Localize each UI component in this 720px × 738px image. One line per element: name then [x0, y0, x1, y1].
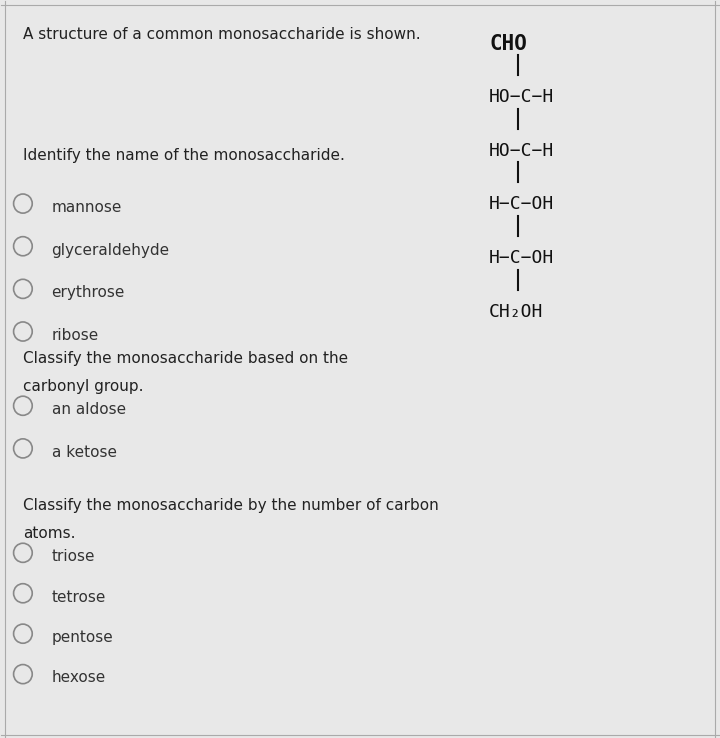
Text: Identify the name of the monosaccharide.: Identify the name of the monosaccharide. — [23, 148, 345, 163]
Text: HO−C−H: HO−C−H — [489, 88, 554, 106]
Text: a ketose: a ketose — [52, 445, 117, 460]
Text: mannose: mannose — [52, 200, 122, 215]
Text: triose: triose — [52, 549, 95, 564]
Text: H−C−OH: H−C−OH — [489, 249, 554, 267]
Text: tetrose: tetrose — [52, 590, 106, 604]
Text: pentose: pentose — [52, 630, 113, 645]
Text: A structure of a common monosaccharide is shown.: A structure of a common monosaccharide i… — [23, 27, 420, 42]
Text: hexose: hexose — [52, 670, 106, 686]
Text: Classify the monosaccharide based on the: Classify the monosaccharide based on the — [23, 351, 348, 365]
Text: CHO: CHO — [489, 35, 527, 55]
Text: an aldose: an aldose — [52, 402, 126, 417]
Text: ribose: ribose — [52, 328, 99, 343]
Text: glyceraldehyde: glyceraldehyde — [52, 243, 170, 258]
Text: CH₂OH: CH₂OH — [489, 303, 544, 321]
Text: erythrose: erythrose — [52, 285, 125, 300]
Text: HO−C−H: HO−C−H — [489, 142, 554, 160]
Text: H−C−OH: H−C−OH — [489, 196, 554, 213]
Text: Classify the monosaccharide by the number of carbon: Classify the monosaccharide by the numbe… — [23, 497, 438, 513]
Text: carbonyl group.: carbonyl group. — [23, 379, 143, 393]
Text: atoms.: atoms. — [23, 525, 76, 541]
